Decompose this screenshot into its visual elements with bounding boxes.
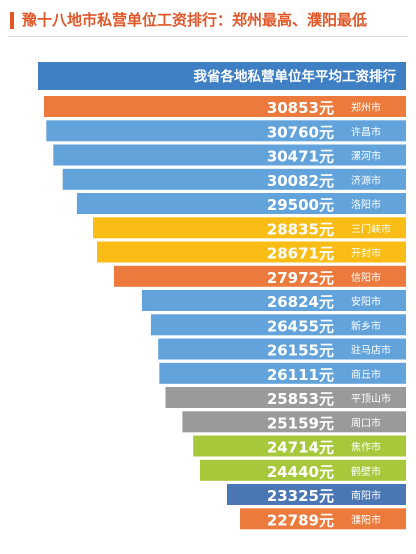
bar-category-label: 鹤壁市 <box>351 465 381 478</box>
bar-value-label: 28671元 <box>267 245 334 263</box>
bar-category-label: 驻马店市 <box>351 344 391 357</box>
bar-value-label: 30471元 <box>267 148 334 166</box>
bar-value-label: 26824元 <box>267 293 334 311</box>
bar-category-label: 周口市 <box>351 416 381 429</box>
page-title: 豫十八地市私营单位工资排行：郑州最高、濮阳最低 <box>22 11 368 29</box>
header-accent-bar <box>10 12 14 29</box>
bar-value-label: 30760元 <box>267 123 334 141</box>
bar-category-label: 新乡市 <box>351 319 381 332</box>
bar-value-label: 26111元 <box>267 366 334 384</box>
bar-value-label: 25853元 <box>267 390 334 408</box>
bar-1 <box>44 96 406 117</box>
bar-value-label: 27972元 <box>267 269 334 287</box>
bar-2 <box>46 120 407 142</box>
bar-9 <box>141 290 406 311</box>
bar-category-label: 漯河市 <box>351 150 381 163</box>
bar-value-label: 22789元 <box>267 511 334 529</box>
bar-value-label: 28835元 <box>267 220 334 238</box>
bar-category-label: 濮阳市 <box>351 513 381 526</box>
bar-7 <box>97 241 406 263</box>
bar-16 <box>199 459 406 481</box>
chart-title: 我省各地私营单位年平均工资排行 <box>194 68 397 85</box>
bar-value-label: 30853元 <box>267 99 334 117</box>
chart-title-background <box>38 62 406 90</box>
bar-value-label: 25159元 <box>267 414 334 432</box>
bar-5 <box>76 193 407 214</box>
bar-8 <box>114 265 406 287</box>
chart-title-bar: 我省各地私营单位年平均工资排行 <box>38 62 406 90</box>
bar-category-label: 平顶山市 <box>351 392 391 405</box>
bar-category-label: 开封市 <box>351 247 381 260</box>
bar-category-label: 安阳市 <box>351 295 381 308</box>
bar-value-label: 29500元 <box>267 196 334 214</box>
bar-4 <box>62 168 406 190</box>
bar-category-label: 郑州市 <box>351 101 381 114</box>
bar-category-label: 洛阳市 <box>351 198 381 211</box>
bar-11 <box>158 338 406 360</box>
header-divider <box>8 36 408 37</box>
bar-14 <box>182 411 406 433</box>
bar-13 <box>165 387 406 408</box>
bar-category-label: 三门峡市 <box>351 222 391 235</box>
bar-3 <box>53 144 407 166</box>
chart-bars: 30853元 郑州市 30760元 许昌市 30471元 漯河市 30082元 济源市 2950… <box>44 96 407 530</box>
bar-12 <box>159 362 406 384</box>
bar-18 <box>240 508 406 530</box>
bar-15 <box>193 435 406 457</box>
bar-value-label: 24440元 <box>267 463 334 481</box>
bar-category-label: 焦作市 <box>351 441 381 454</box>
bar-value-label: 30082元 <box>267 172 334 190</box>
bar-value-label: 26155元 <box>267 342 334 360</box>
bar-17 <box>227 484 406 505</box>
bar-category-label: 南阳市 <box>351 489 381 502</box>
page-header: 豫十八地市私营单位工资排行：郑州最高、濮阳最低 <box>10 9 406 31</box>
bar-category-label: 济源市 <box>351 174 381 187</box>
bar-6 <box>93 217 406 239</box>
bar-value-label: 23325元 <box>267 487 334 505</box>
bar-value-label: 26455元 <box>267 317 334 335</box>
bar-value-label: 24714元 <box>267 439 334 457</box>
bar-category-label: 许昌市 <box>351 125 381 138</box>
bar-10 <box>150 314 406 336</box>
bar-category-label: 信阳市 <box>351 271 381 284</box>
bar-category-label: 商丘市 <box>351 368 381 381</box>
